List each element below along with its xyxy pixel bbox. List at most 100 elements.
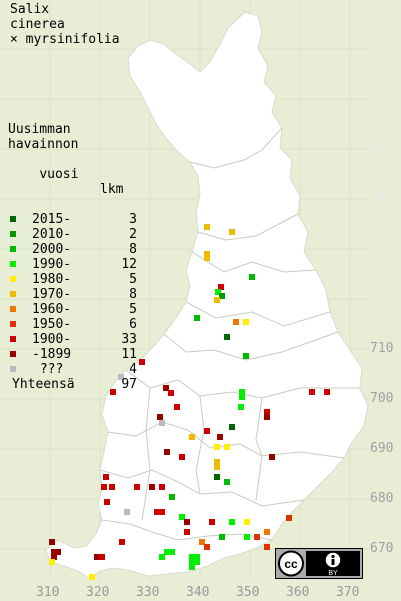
observation-square (219, 293, 225, 299)
y-axis-label: 700 (370, 391, 394, 406)
species-genus: Salix (10, 2, 50, 17)
observation-square (157, 414, 163, 420)
y-axis-label: 740 (370, 191, 394, 206)
observation-square (204, 224, 210, 230)
observation-square (169, 494, 175, 500)
y-axis-label: 760 (370, 91, 394, 106)
legend-swatch (10, 336, 16, 342)
observation-square (199, 539, 205, 545)
legend-row: 1990- 12 (8, 257, 137, 272)
legend-header-3: vuosi lkm (8, 152, 123, 212)
observation-square (101, 484, 107, 490)
legend-year: 1970- (32, 287, 72, 302)
observation-square (324, 389, 330, 395)
observation-square (214, 444, 220, 450)
legend-swatch (10, 306, 16, 312)
observation-square (124, 509, 130, 515)
legend-row: 1900- 33 (8, 332, 137, 347)
observation-square (204, 544, 210, 550)
legend-year: 1960- (32, 302, 72, 317)
observation-square (168, 390, 174, 396)
legend-swatch (10, 366, 16, 372)
by-label: BY (328, 570, 338, 577)
legend-year: 1990- (32, 257, 72, 272)
observation-square (243, 319, 249, 325)
observation-square (164, 549, 170, 555)
observation-square (194, 315, 200, 321)
species-epithet: cinerea (10, 17, 65, 32)
observation-square (214, 474, 220, 480)
legend-count: 5 (129, 272, 137, 287)
observation-square (49, 539, 55, 545)
observation-square (119, 539, 125, 545)
legend-count: 5 (129, 302, 137, 317)
legend-swatch (10, 246, 16, 252)
observation-square (215, 289, 221, 295)
legend-swatch (10, 276, 16, 282)
observation-square (217, 434, 223, 440)
species-hybrid: × myrsinifolia (10, 32, 120, 47)
legend-row: ??? 4 (8, 362, 137, 377)
observation-points (49, 224, 330, 580)
legend-swatch (10, 321, 16, 327)
y-axis-label: 750 (370, 141, 394, 156)
y-axis-label: 710 (370, 341, 394, 356)
observation-square (244, 534, 250, 540)
observation-square (134, 484, 140, 490)
observation-square (229, 229, 235, 235)
legend-count: 33 (121, 332, 137, 347)
province-borders (99, 127, 360, 541)
observation-square (309, 389, 315, 395)
observation-square (209, 519, 215, 525)
observation-square (204, 251, 210, 257)
observation-square (264, 414, 270, 420)
observation-square (109, 484, 115, 490)
observation-square (189, 564, 195, 570)
observation-square (254, 534, 260, 540)
legend-count: 11 (121, 347, 137, 362)
observation-square (159, 484, 165, 490)
legend-year: 1980- (32, 272, 72, 287)
observation-square (214, 459, 220, 465)
observation-square (164, 449, 170, 455)
observation-square (224, 479, 230, 485)
observation-square (159, 509, 165, 515)
observation-square (264, 544, 270, 550)
observation-square (249, 274, 255, 280)
observation-square (149, 484, 155, 490)
observation-square (264, 409, 270, 415)
license-badge[interactable]: cc BY (275, 548, 363, 579)
observation-square (159, 554, 165, 560)
observation-square (239, 389, 245, 395)
legend-count: 6 (129, 317, 137, 332)
x-axis-label: 370 (336, 585, 360, 600)
observation-square (49, 559, 55, 565)
observation-square (179, 454, 185, 460)
legend-swatch (10, 291, 16, 297)
x-axis-label: 350 (236, 585, 260, 600)
observation-square (224, 334, 230, 340)
observation-square (154, 509, 160, 515)
observation-square (51, 554, 57, 560)
legend-year: 2015- (32, 212, 72, 227)
legend-rows: 2015- 3 2010- 2 2000- 8 1990- 12 1980- 5 1970- 8 196… (8, 212, 137, 377)
observation-square (99, 554, 105, 560)
observation-square (244, 519, 250, 525)
legend-row: 2010- 2 (8, 227, 137, 242)
observation-square (184, 529, 190, 535)
legend: Uusimman havainnon vuosi lkm 2015- 3 2010-… (8, 122, 137, 392)
total-count: 97 (121, 377, 137, 392)
legend-row: -1899 11 (8, 347, 137, 362)
legend-year: 2010- (32, 227, 72, 242)
legend-year: 1900- (32, 332, 72, 347)
observation-square (104, 499, 110, 505)
y-axis-label: 720 (370, 291, 394, 306)
observation-square (269, 454, 275, 460)
observation-square (214, 297, 220, 303)
observation-square (174, 404, 180, 410)
x-axis-label: 310 (36, 585, 60, 600)
observation-square (184, 519, 190, 525)
y-axis-label: 730 (370, 241, 394, 256)
observation-square (169, 549, 175, 555)
